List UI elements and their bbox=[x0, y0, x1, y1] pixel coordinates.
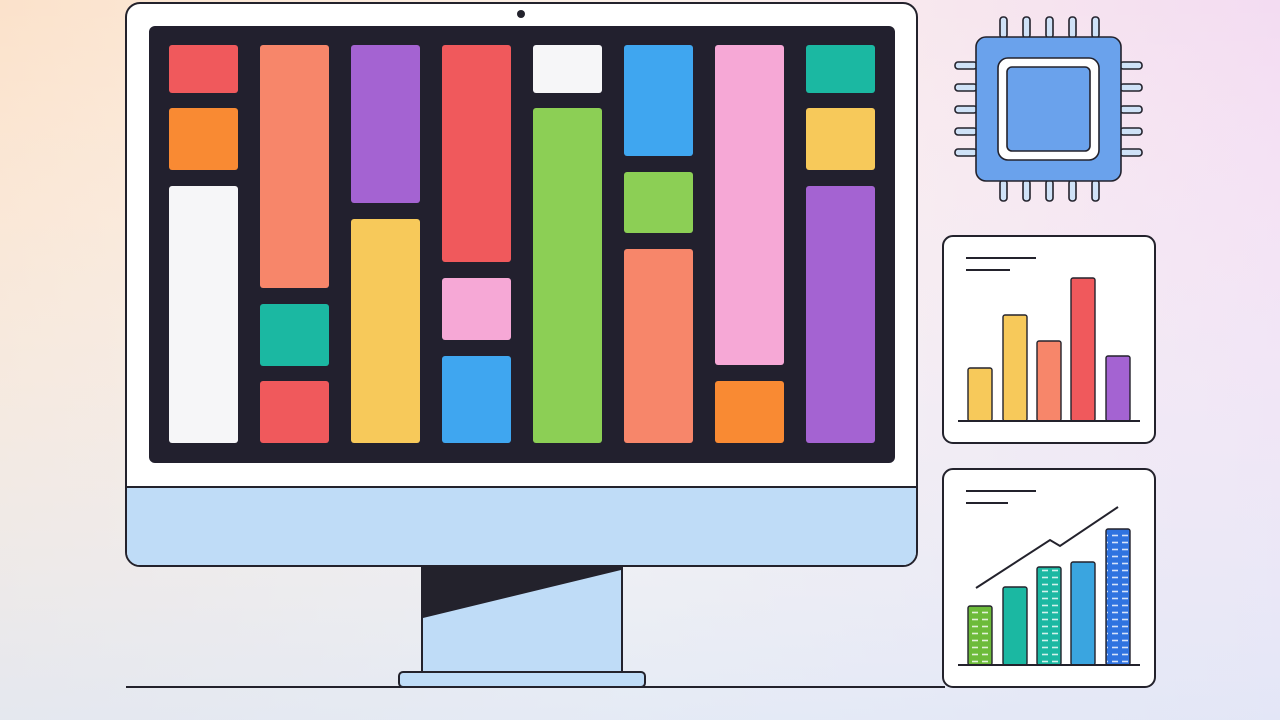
growth-chart-card bbox=[942, 468, 1156, 688]
tile bbox=[260, 45, 329, 288]
icon-bar bbox=[1070, 277, 1096, 422]
icon-bar bbox=[967, 367, 993, 422]
tile bbox=[442, 356, 511, 443]
tile bbox=[442, 278, 511, 340]
stand-base bbox=[398, 671, 646, 688]
cpu-icon bbox=[954, 16, 1143, 202]
stand-shadow bbox=[423, 566, 621, 618]
cpu-core bbox=[1006, 66, 1091, 152]
bar-chart-card bbox=[942, 235, 1156, 444]
tile bbox=[351, 45, 420, 203]
icon-bar bbox=[1070, 561, 1096, 666]
tile bbox=[806, 186, 875, 443]
tile bbox=[351, 219, 420, 443]
icon-bar bbox=[1002, 586, 1028, 666]
tile bbox=[533, 45, 602, 93]
icon-bar bbox=[1002, 314, 1028, 422]
tile bbox=[169, 108, 238, 170]
tile bbox=[260, 304, 329, 366]
icon-bar bbox=[1036, 340, 1062, 422]
tile bbox=[806, 108, 875, 170]
bar-stripes bbox=[969, 531, 1129, 664]
tile bbox=[624, 249, 693, 443]
tile bbox=[442, 45, 511, 262]
monitor-stand bbox=[398, 559, 646, 688]
monitor-chin bbox=[127, 487, 916, 565]
screen-tiles bbox=[169, 45, 875, 443]
tile bbox=[715, 45, 784, 365]
tile bbox=[715, 381, 784, 443]
trend-line bbox=[975, 506, 1119, 589]
screen bbox=[149, 26, 895, 463]
tile bbox=[806, 45, 875, 93]
tile bbox=[624, 45, 693, 156]
camera bbox=[517, 10, 525, 18]
tile bbox=[624, 172, 693, 233]
tile bbox=[533, 108, 602, 443]
tile bbox=[169, 45, 238, 93]
monitor bbox=[125, 2, 918, 567]
tile bbox=[260, 381, 329, 443]
card bbox=[942, 235, 1156, 444]
icon-bar bbox=[1105, 355, 1131, 422]
tile bbox=[169, 186, 238, 443]
